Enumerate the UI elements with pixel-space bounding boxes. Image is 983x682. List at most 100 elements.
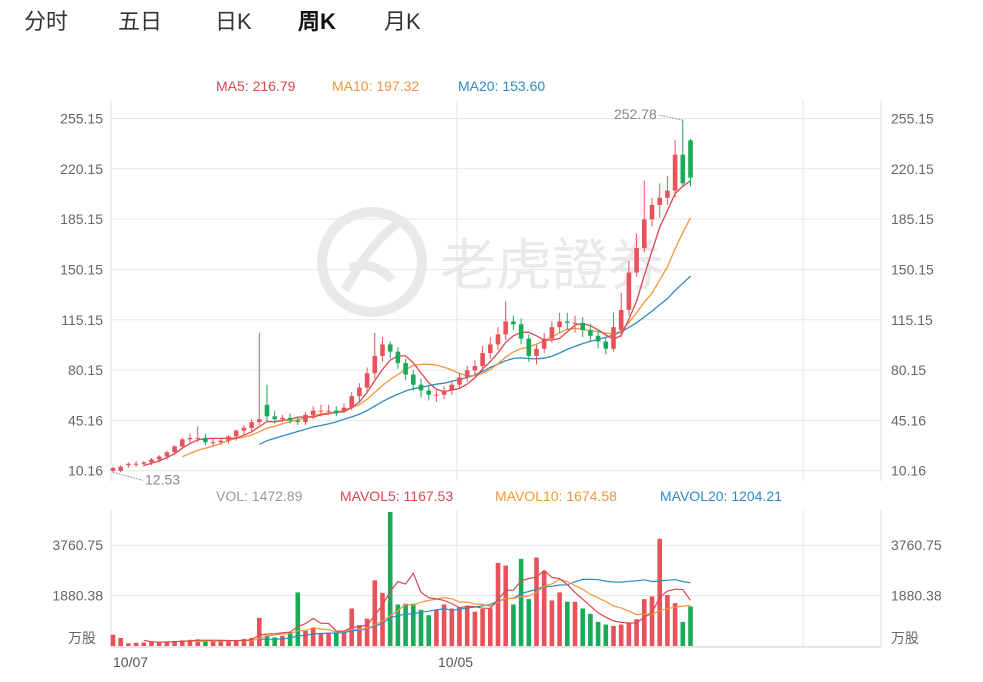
volume-bar[interactable] bbox=[526, 599, 532, 646]
volume-bar[interactable] bbox=[680, 621, 686, 646]
volume-bar[interactable] bbox=[565, 601, 570, 646]
volume-bar[interactable] bbox=[257, 617, 262, 646]
volume-bar[interactable] bbox=[380, 592, 385, 646]
volume-bar[interactable] bbox=[126, 643, 131, 646]
candle[interactable] bbox=[411, 370, 416, 391]
volume-bar[interactable] bbox=[434, 609, 439, 646]
volume-bar[interactable] bbox=[457, 607, 462, 646]
candle[interactable] bbox=[518, 318, 524, 345]
volume-bar[interactable] bbox=[426, 615, 431, 646]
volume-bar[interactable] bbox=[149, 641, 154, 646]
volume-bar[interactable] bbox=[341, 630, 347, 646]
volume-bar[interactable] bbox=[403, 603, 408, 646]
tab-intraday[interactable]: 分时 bbox=[24, 9, 69, 34]
candle[interactable] bbox=[611, 312, 616, 352]
candle[interactable] bbox=[387, 341, 393, 359]
volume-bar[interactable] bbox=[172, 640, 177, 646]
volume-bar[interactable] bbox=[310, 627, 316, 646]
candle[interactable] bbox=[334, 406, 339, 417]
candle[interactable] bbox=[126, 462, 131, 469]
volume-bar[interactable] bbox=[249, 637, 254, 646]
candle[interactable] bbox=[526, 334, 532, 362]
volume-bar[interactable] bbox=[503, 565, 508, 646]
candle[interactable] bbox=[272, 410, 277, 424]
volume-bar[interactable] bbox=[141, 642, 147, 646]
volume-bar[interactable] bbox=[164, 641, 170, 646]
volume-bar[interactable] bbox=[557, 592, 562, 646]
candle[interactable] bbox=[264, 384, 270, 423]
candle[interactable] bbox=[372, 332, 378, 379]
volume-bar[interactable] bbox=[595, 621, 601, 646]
volume-bar[interactable] bbox=[187, 639, 193, 646]
candle[interactable] bbox=[218, 437, 224, 446]
candle[interactable] bbox=[280, 414, 285, 423]
volume-bar[interactable] bbox=[411, 603, 416, 646]
volume-bar[interactable] bbox=[588, 613, 593, 646]
candle[interactable] bbox=[649, 197, 655, 227]
candle[interactable] bbox=[395, 347, 401, 369]
volume-bar[interactable] bbox=[303, 630, 308, 646]
volume-bar[interactable] bbox=[110, 634, 116, 646]
volume-bar[interactable] bbox=[441, 604, 447, 646]
volume-bar[interactable] bbox=[626, 623, 632, 646]
candle[interactable] bbox=[626, 261, 632, 316]
candle[interactable] bbox=[133, 460, 139, 467]
volume-bar[interactable] bbox=[241, 639, 247, 646]
volume-bar[interactable] bbox=[364, 618, 370, 646]
candle[interactable] bbox=[257, 332, 262, 425]
candle[interactable] bbox=[665, 176, 670, 205]
volume-bar[interactable] bbox=[541, 570, 547, 646]
volume-bar[interactable] bbox=[326, 632, 331, 646]
volume-bar[interactable] bbox=[156, 641, 162, 646]
tab-five-day[interactable]: 五日 bbox=[118, 9, 163, 34]
candle[interactable] bbox=[588, 324, 593, 342]
volume-bar[interactable] bbox=[657, 538, 662, 646]
volume-bar[interactable] bbox=[372, 580, 378, 646]
tab-weekly-k[interactable]: 周K bbox=[298, 4, 336, 36]
volume-bar[interactable] bbox=[534, 557, 539, 646]
candle[interactable] bbox=[110, 466, 116, 473]
candle[interactable] bbox=[472, 360, 478, 375]
candle[interactable] bbox=[303, 411, 308, 425]
volume-bar[interactable] bbox=[233, 640, 239, 646]
candle[interactable] bbox=[688, 138, 693, 187]
volume-bar[interactable] bbox=[649, 596, 655, 646]
candle[interactable] bbox=[187, 433, 193, 444]
volume-bar[interactable] bbox=[318, 633, 324, 646]
volume-bar[interactable] bbox=[480, 609, 485, 646]
candle[interactable] bbox=[434, 390, 439, 402]
volume-bar[interactable] bbox=[357, 625, 362, 646]
candle[interactable] bbox=[503, 301, 508, 341]
candle[interactable] bbox=[141, 460, 147, 467]
candle[interactable] bbox=[557, 312, 562, 333]
candle[interactable] bbox=[310, 406, 316, 420]
candle[interactable] bbox=[149, 457, 154, 466]
volume-bar[interactable] bbox=[334, 632, 339, 646]
volume-bar[interactable] bbox=[180, 640, 185, 646]
volume-bar[interactable] bbox=[603, 624, 609, 646]
candle[interactable] bbox=[495, 327, 501, 351]
candle[interactable] bbox=[549, 321, 555, 343]
candle[interactable] bbox=[657, 183, 662, 218]
volume-bar[interactable] bbox=[464, 605, 470, 646]
candle[interactable] bbox=[249, 419, 254, 433]
volume-bar[interactable] bbox=[203, 640, 208, 646]
volume-bar[interactable] bbox=[264, 635, 270, 646]
candle[interactable] bbox=[326, 404, 331, 415]
volume-bar[interactable] bbox=[642, 599, 647, 646]
candle[interactable] bbox=[511, 315, 516, 331]
candle[interactable] bbox=[233, 429, 239, 441]
candle[interactable] bbox=[618, 292, 624, 338]
candle[interactable] bbox=[341, 403, 347, 414]
candle[interactable] bbox=[464, 365, 470, 382]
candle[interactable] bbox=[118, 465, 123, 473]
tab-daily-k[interactable]: 日K bbox=[215, 9, 252, 34]
volume-bar[interactable] bbox=[395, 604, 401, 646]
volume-bar[interactable] bbox=[634, 619, 639, 646]
candle[interactable] bbox=[672, 140, 678, 198]
volume-bar[interactable] bbox=[472, 611, 478, 646]
candle[interactable] bbox=[441, 386, 447, 400]
candle[interactable] bbox=[595, 330, 601, 349]
candle[interactable] bbox=[534, 344, 539, 365]
candle[interactable] bbox=[203, 433, 208, 446]
